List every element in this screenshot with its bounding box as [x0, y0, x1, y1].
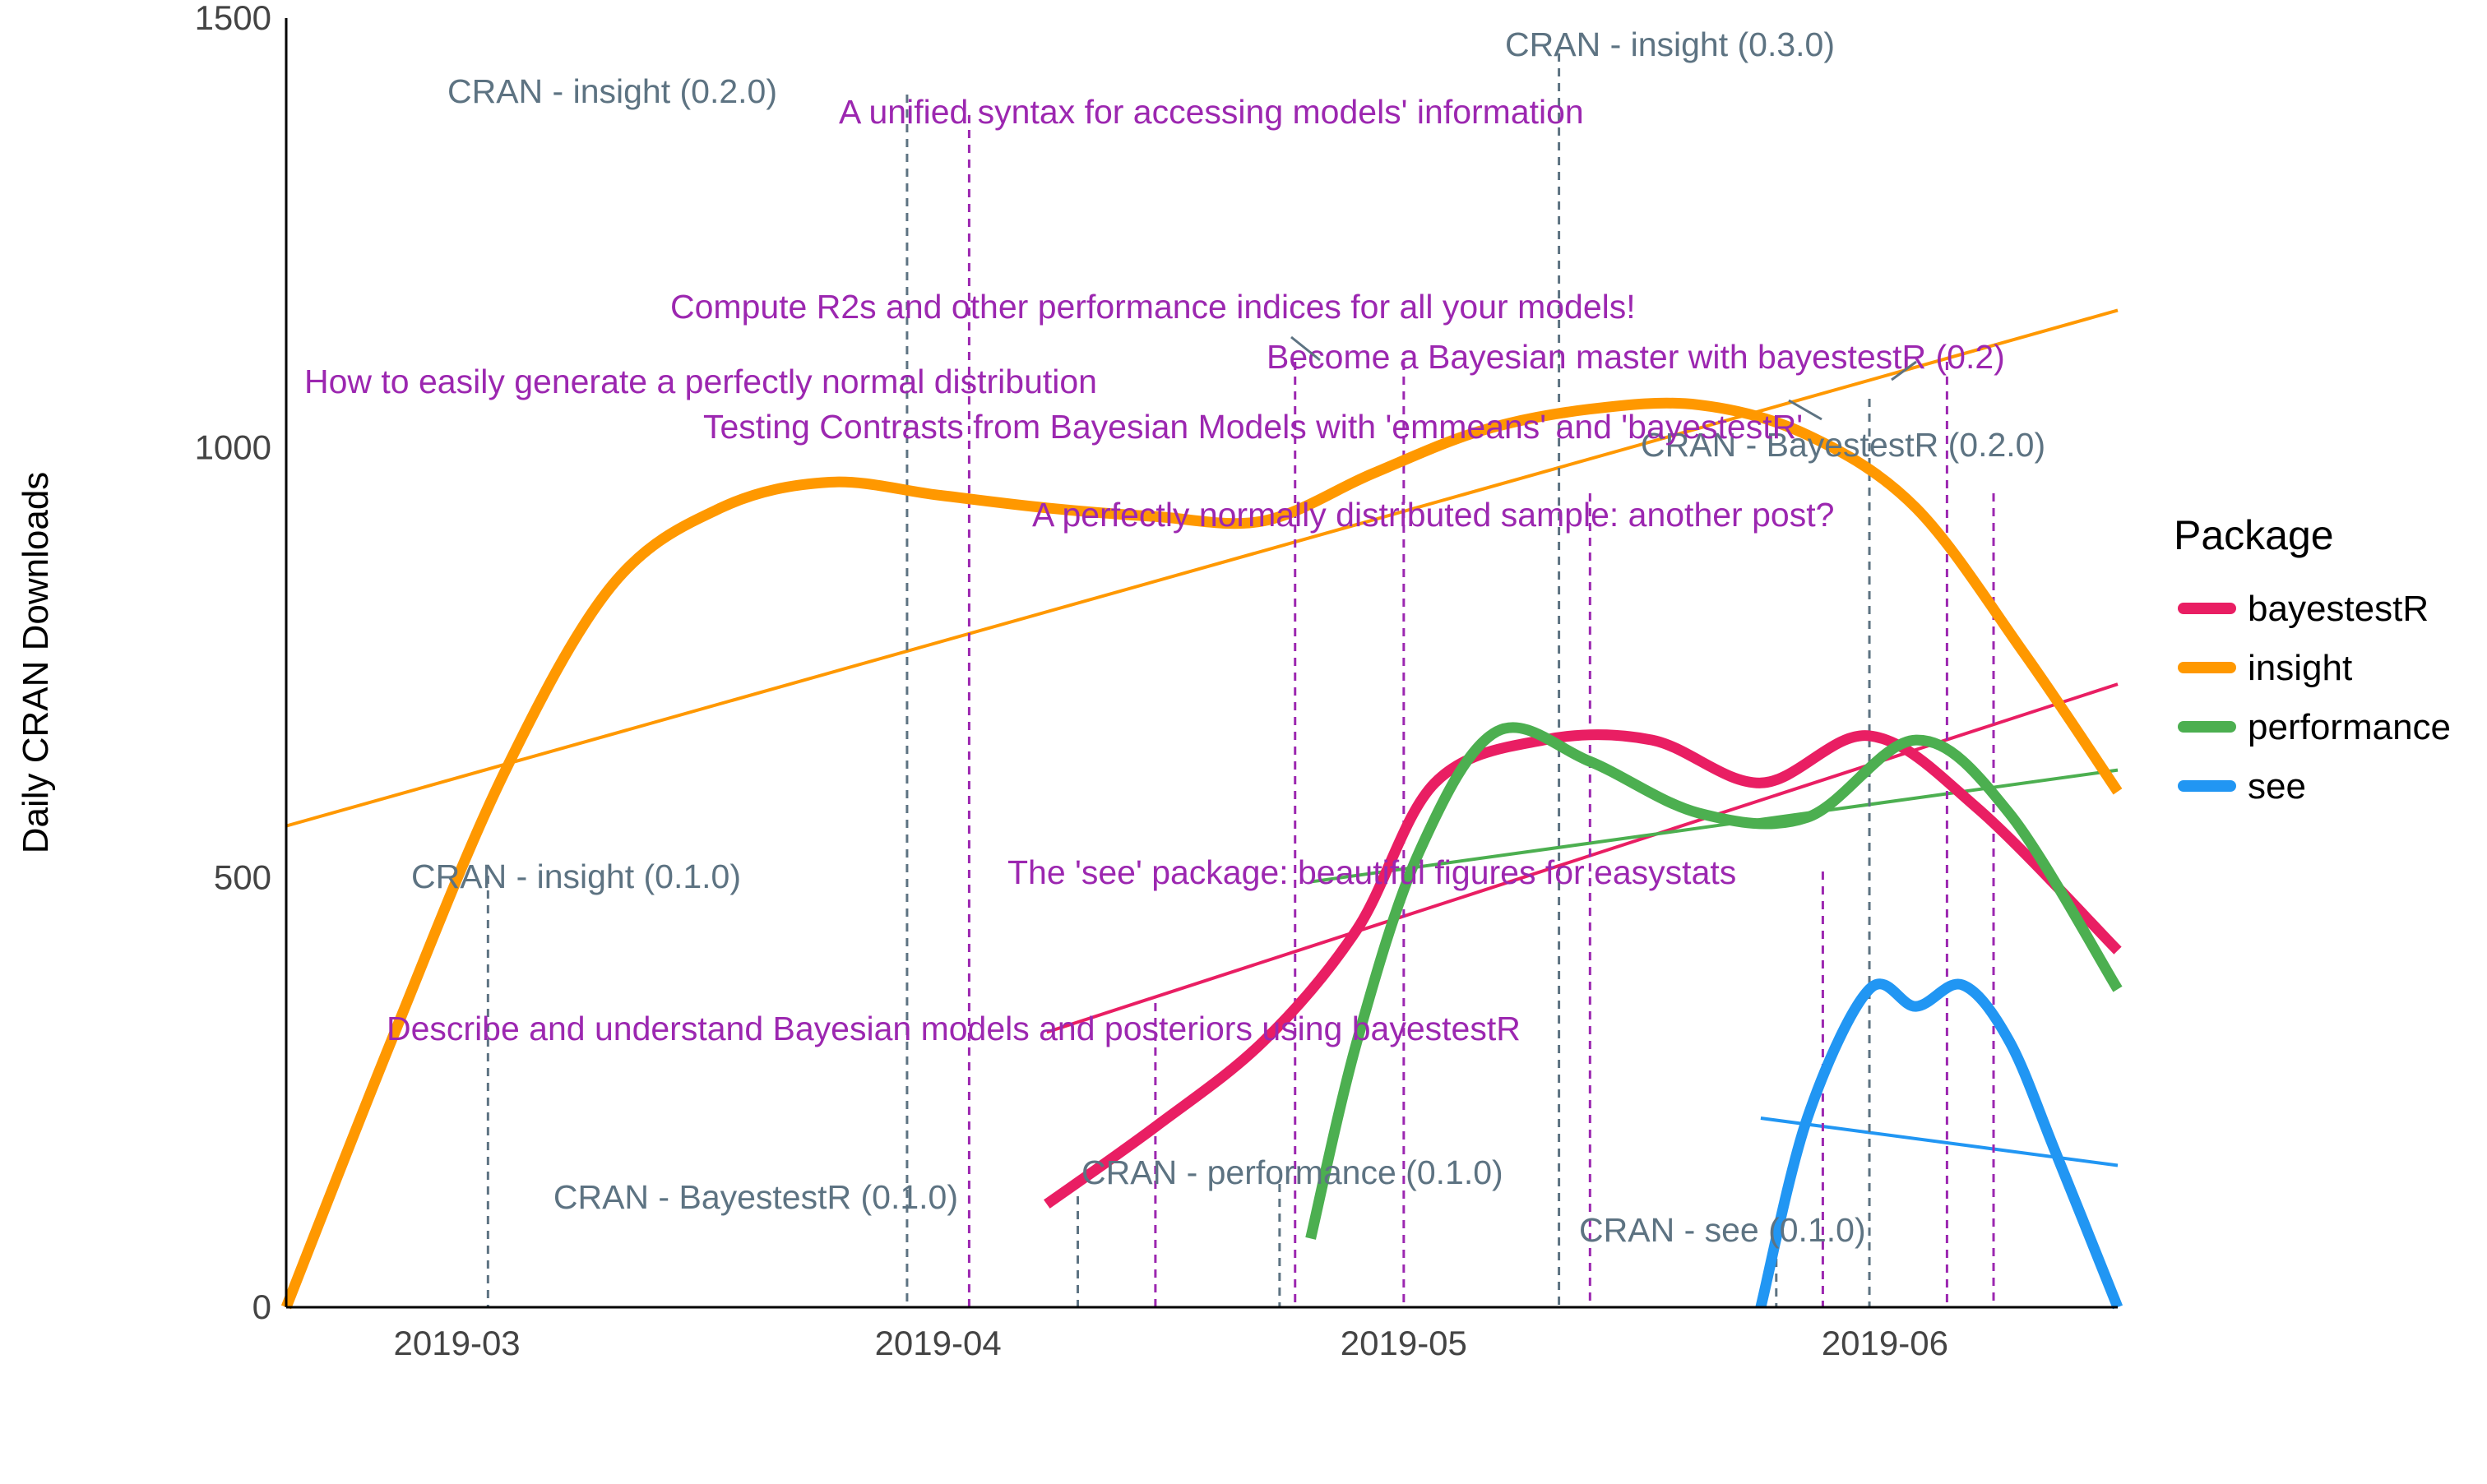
- legend-label-performance: performance: [2248, 707, 2451, 747]
- release-label: CRAN - insight (0.2.0): [447, 72, 777, 110]
- y-tick-label: 1000: [195, 428, 271, 467]
- release-label: CRAN - BayestestR (0.2.0): [1641, 426, 2045, 464]
- release-label: CRAN - BayestestR (0.1.0): [553, 1178, 958, 1216]
- label-leader-line: [1891, 360, 1917, 381]
- series-curve-performance: [1305, 722, 2123, 1240]
- series-curve-insight: [280, 397, 2123, 1310]
- label-leader-line: [1290, 335, 1321, 362]
- label-leader-line: [1788, 399, 1822, 421]
- legend-label-insight: insight: [2248, 648, 2352, 688]
- legend: Package bayestestR insight performance see: [2174, 512, 2451, 807]
- trend-line-insight: [285, 308, 2119, 828]
- tick-labels-layer: 2019-03 2019-04 2019-05 2019-06 0 500 1000 1500: [195, 0, 1948, 1362]
- series-curve-see: [1755, 978, 2123, 1310]
- trend-line-see: [1760, 1116, 2119, 1167]
- legend-items: bayestestR insight performance see: [2178, 589, 2451, 807]
- annotation-lines-layer: [486, 53, 1995, 1307]
- x-tick-label: 2019-05: [1341, 1324, 1467, 1362]
- release-label: CRAN - see (0.1.0): [1579, 1211, 1866, 1249]
- x-tick-label: 2019-03: [394, 1324, 521, 1362]
- blog-label: A unified syntax for accessing models' i…: [839, 93, 1584, 131]
- blog-label: Become a Bayesian master with bayestestR…: [1267, 338, 2005, 376]
- x-tick-label: 2019-06: [1822, 1324, 1948, 1362]
- blog-label: Describe and understand Bayesian models …: [387, 1010, 1521, 1047]
- legend-label-see: see: [2248, 766, 2306, 807]
- blog-label: Compute R2s and other performance indice…: [670, 288, 1636, 326]
- axes-layer: [285, 18, 2118, 1309]
- y-tick-label: 1500: [195, 0, 271, 37]
- blog-label: How to easily generate a perfectly norma…: [304, 363, 1097, 400]
- x-tick-label: 2019-04: [875, 1324, 1002, 1362]
- release-label: CRAN - performance (0.1.0): [1081, 1153, 1503, 1191]
- series-curves-layer: [280, 397, 2123, 1310]
- blog-label: Testing Contrasts from Bayesian Models w…: [703, 408, 1803, 446]
- y-axis-title: Daily CRAN Downloads: [16, 472, 56, 854]
- annotation-labels-layer: CRAN - insight (0.1.0) CRAN - insight (0.…: [304, 25, 2045, 1249]
- release-label: CRAN - insight (0.1.0): [411, 858, 741, 895]
- blog-label: The 'see' package: beautiful figures for…: [1007, 853, 1736, 891]
- legend-label-bayestestR: bayestestR: [2248, 589, 2429, 629]
- series-curve-bayestestR: [1044, 729, 2122, 1209]
- blog-label: A perfectly normally distributed sample:…: [1032, 496, 1834, 534]
- legend-title: Package: [2174, 512, 2334, 558]
- release-label: CRAN - insight (0.3.0): [1505, 25, 1835, 63]
- y-tick-label: 0: [252, 1288, 271, 1326]
- y-tick-label: 500: [214, 858, 271, 896]
